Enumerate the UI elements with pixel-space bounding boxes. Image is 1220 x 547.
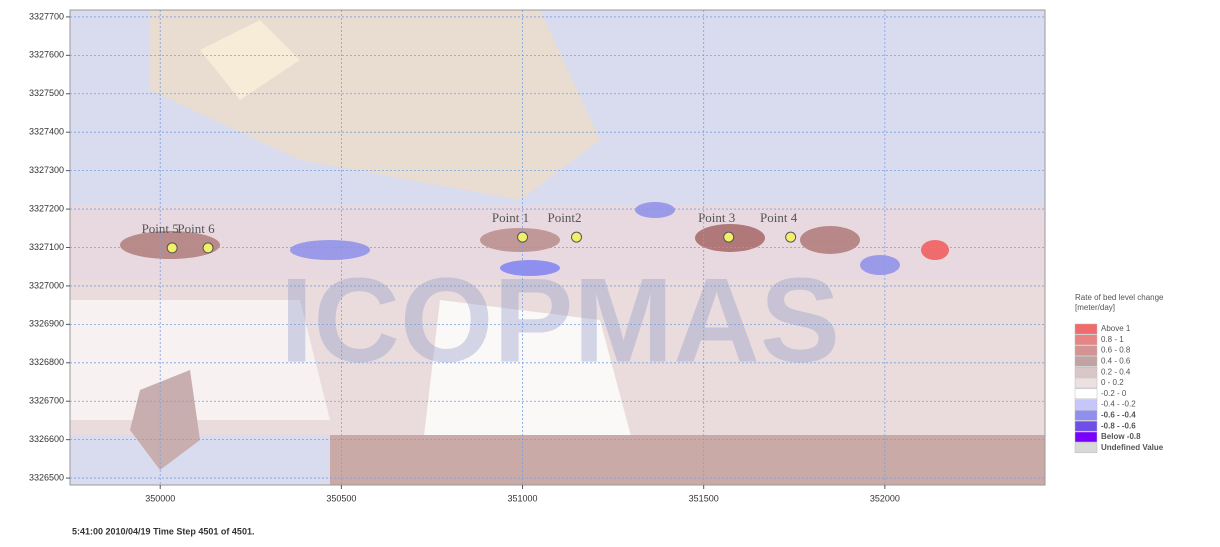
footer: 5:41:00 2010/04/19 Time Step 4501 of 450…	[72, 526, 254, 536]
legend-label: Undefined Value	[1101, 443, 1164, 452]
watermark: ICOPMAS	[280, 254, 840, 388]
legend-label: -0.8 - -0.6	[1101, 421, 1136, 430]
point-marker	[723, 231, 735, 243]
legend-swatch	[1074, 334, 1098, 346]
legend-label: Above 1	[1101, 324, 1131, 333]
x-tick-label: 351500	[689, 493, 719, 503]
legend-title: Rate of bed level change	[1075, 293, 1164, 302]
x-tick-label: 350500	[326, 493, 356, 503]
point-marker	[785, 231, 797, 243]
point-label: Point2	[548, 210, 582, 225]
legend-label: 0.2 - 0.4	[1101, 367, 1131, 376]
y-tick-label: 3326900	[29, 319, 64, 329]
y-tick-label: 3327000	[29, 280, 64, 290]
y-tick-label: 3327700	[29, 11, 64, 21]
y-tick-label: 3327200	[29, 203, 64, 213]
field-patch	[860, 255, 900, 275]
y-tick-label: 3326500	[29, 472, 64, 482]
point-label: Point 4	[760, 210, 798, 225]
y-tick-label: 3327600	[29, 50, 64, 60]
point-marker	[517, 231, 529, 243]
point-label: Point 6	[177, 221, 215, 236]
point-marker	[166, 242, 178, 254]
legend-label: 0 - 0.2	[1101, 378, 1124, 387]
field-patch	[800, 226, 860, 254]
legend-swatch	[1074, 366, 1098, 378]
y-tick-label: 3327400	[29, 127, 64, 137]
contour-field: ICOPMAS	[70, 10, 1045, 485]
legend-swatch	[1074, 399, 1098, 410]
y-tick-label: 3326600	[29, 434, 64, 444]
legend-label: 0.8 - 1	[1101, 335, 1124, 344]
field-patch	[290, 240, 370, 260]
field-patch	[921, 240, 949, 260]
field-patch	[500, 260, 560, 276]
y-tick-label: 3326700	[29, 396, 64, 406]
y-tick-label: 3327300	[29, 165, 64, 175]
legend-swatch	[1074, 431, 1098, 443]
legend-swatch	[1074, 420, 1098, 432]
point-marker	[202, 242, 214, 254]
point-label: Point 5	[142, 221, 179, 236]
x-tick-label: 351000	[508, 493, 538, 503]
legend-label: -0.6 - -0.4	[1101, 411, 1136, 420]
point-label: Point 3	[698, 210, 735, 225]
legend-label: -0.2 - 0	[1101, 389, 1127, 398]
legend-swatch	[1074, 356, 1098, 367]
legend-title: [meter/day]	[1075, 303, 1115, 312]
legend-label: -0.4 - -0.2	[1101, 400, 1136, 409]
field-patch	[130, 370, 200, 470]
y-tick-label: 3326800	[29, 357, 64, 367]
field-patch	[635, 202, 675, 218]
field-patch	[420, 300, 640, 470]
legend-swatch	[1074, 442, 1098, 454]
legend-swatch	[1074, 323, 1098, 335]
field-patch	[70, 300, 330, 420]
legend-swatch	[1074, 345, 1098, 356]
legend-label: Below -0.8	[1101, 432, 1141, 441]
legend-label: 0.4 - 0.6	[1101, 357, 1131, 366]
legend-swatch	[1074, 388, 1098, 400]
y-tick-label: 3327100	[29, 242, 64, 252]
point-marker	[571, 231, 583, 243]
field-strip	[330, 435, 1045, 485]
legend-label: 0.6 - 0.8	[1101, 346, 1131, 355]
y-tick-label: 3327500	[29, 88, 64, 98]
x-tick-label: 352000	[870, 493, 900, 503]
field-patch	[200, 20, 300, 100]
legend-swatch	[1074, 377, 1098, 389]
x-tick-label: 350000	[145, 493, 175, 503]
legend-swatch	[1074, 410, 1098, 421]
point-label: Point 1	[492, 210, 529, 225]
